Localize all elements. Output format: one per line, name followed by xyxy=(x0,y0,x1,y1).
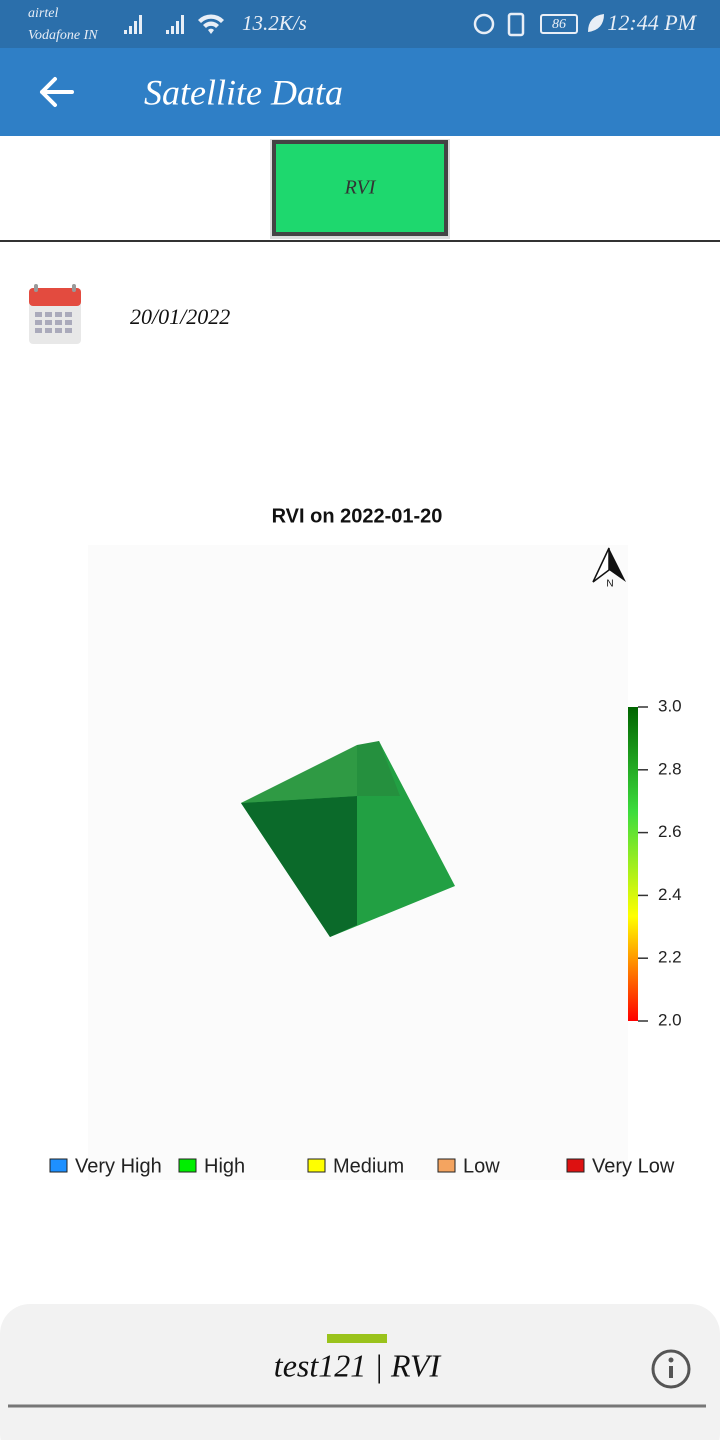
battery-level: 86 xyxy=(552,17,566,32)
carrier: airtel xyxy=(28,6,58,21)
leaf-icon xyxy=(588,14,604,32)
legend-swatch xyxy=(178,1158,197,1173)
bottom-sheet xyxy=(0,1304,720,1445)
signal-icons xyxy=(124,14,224,34)
calendar-icon[interactable] xyxy=(29,284,81,344)
carrier: Vodafone IN xyxy=(28,28,98,43)
tab-label: RVI xyxy=(344,177,377,199)
legend-label: Low xyxy=(463,1155,500,1177)
colorbar-tick-label: 2.6 xyxy=(658,822,682,841)
colorbar-tick-label: 2.8 xyxy=(658,759,682,778)
map-title: RVI on 2022-01-20 xyxy=(272,505,443,527)
app-title: Satellite Data xyxy=(144,72,343,112)
colorbar-tick-label: 3.0 xyxy=(658,696,682,715)
battery-icon xyxy=(540,14,578,34)
legend-swatch xyxy=(566,1158,585,1173)
legend-label: Very Low xyxy=(592,1155,675,1177)
legend-label: Very High xyxy=(75,1155,162,1177)
clock: 12:44 PM xyxy=(607,10,697,35)
drag-handle[interactable] xyxy=(327,1334,387,1343)
network-speed: 13.2K/s xyxy=(242,11,307,35)
legend-label: Medium xyxy=(333,1155,404,1177)
date-text: 20/01/2022 xyxy=(130,304,230,329)
back-button[interactable] xyxy=(40,77,74,107)
legend-label: High xyxy=(204,1155,245,1177)
north-label: N xyxy=(606,579,613,590)
legend-swatch xyxy=(437,1158,456,1173)
info-button[interactable] xyxy=(651,1349,691,1389)
alarm-icon xyxy=(473,13,495,35)
vibrate-icon xyxy=(507,12,525,37)
sheet-title: test121 | RVI xyxy=(274,1347,442,1383)
colorbar-tick-label: 2.2 xyxy=(658,948,682,967)
tab-button[interactable] xyxy=(272,140,448,236)
colorbar xyxy=(628,707,638,1021)
legend-swatch xyxy=(49,1158,68,1173)
info-icon xyxy=(668,1357,674,1363)
legend-swatch xyxy=(307,1158,326,1173)
colorbar-tick-label: 2.4 xyxy=(658,885,682,904)
info-icon xyxy=(669,1366,673,1378)
north-arrow xyxy=(609,548,626,582)
app-bar xyxy=(0,48,720,136)
colorbar-tick-label: 2.0 xyxy=(658,1010,682,1029)
field-polygon xyxy=(241,741,455,937)
